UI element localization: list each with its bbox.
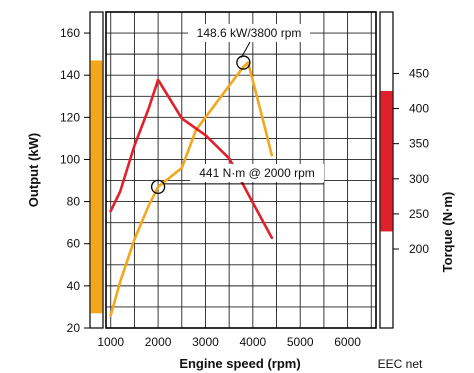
plot-frame [105,11,377,329]
x-axis-ticks: 1000 2000 3000 4000 5000 6000 [97,335,361,349]
y2-tick-label: 200 [409,242,429,256]
peak-output-marker [236,55,251,70]
grid [106,12,376,328]
x-tick-label: 4000 [239,335,266,349]
range-bar-left [90,60,103,314]
left-axis-ticks: 20 40 60 80 100 120 140 160 [60,26,90,335]
x-tick-label: 1000 [97,335,124,349]
x-tick-label: 2000 [145,335,172,349]
peak-output-label: 148.6 kW/3800 rpm [197,26,302,40]
peak-output-leader [240,41,251,58]
x-tick-label: 6000 [334,335,361,349]
output-line [109,61,274,317]
x-tick-label: 3000 [192,335,219,349]
x-axis-title: Engine speed (rpm) [179,356,300,371]
y-tick-label: 40 [67,279,81,293]
range-bars [90,60,393,314]
x-tick-label: 5000 [287,335,314,349]
peak-torque-marker [150,179,166,195]
y2-tick-label: 350 [409,137,429,151]
footnote: EEC net [378,357,423,371]
y2-tick-label: 450 [409,66,429,80]
y2-tick-label: 300 [409,172,429,186]
y2-tick-label: 400 [409,102,429,116]
y-tick-label: 60 [67,237,81,251]
y-tick-label: 140 [60,68,80,82]
annotations: 148.6 kW/3800 rpm 441 N·m @ 2000 rpm [150,24,324,195]
peak-output-label-bg [188,24,310,42]
peak-torque-label: 441 N·m @ 2000 rpm [199,166,315,180]
y2-tick-label: 250 [409,207,429,221]
y2-axis-title: Torque (N·m) [440,192,455,273]
y-tick-label: 100 [60,152,80,166]
y-axis-title: Output (kW) [26,133,41,207]
peak-torque-label-bg [190,164,324,182]
right-axis-ticks: 200 250 300 350 400 450 [393,66,429,256]
y-tick-label: 160 [60,26,80,40]
y-tick-label: 80 [67,195,81,209]
range-bar-right [380,91,393,232]
y-tick-label: 20 [67,321,81,335]
y-tick-label: 120 [60,110,80,124]
